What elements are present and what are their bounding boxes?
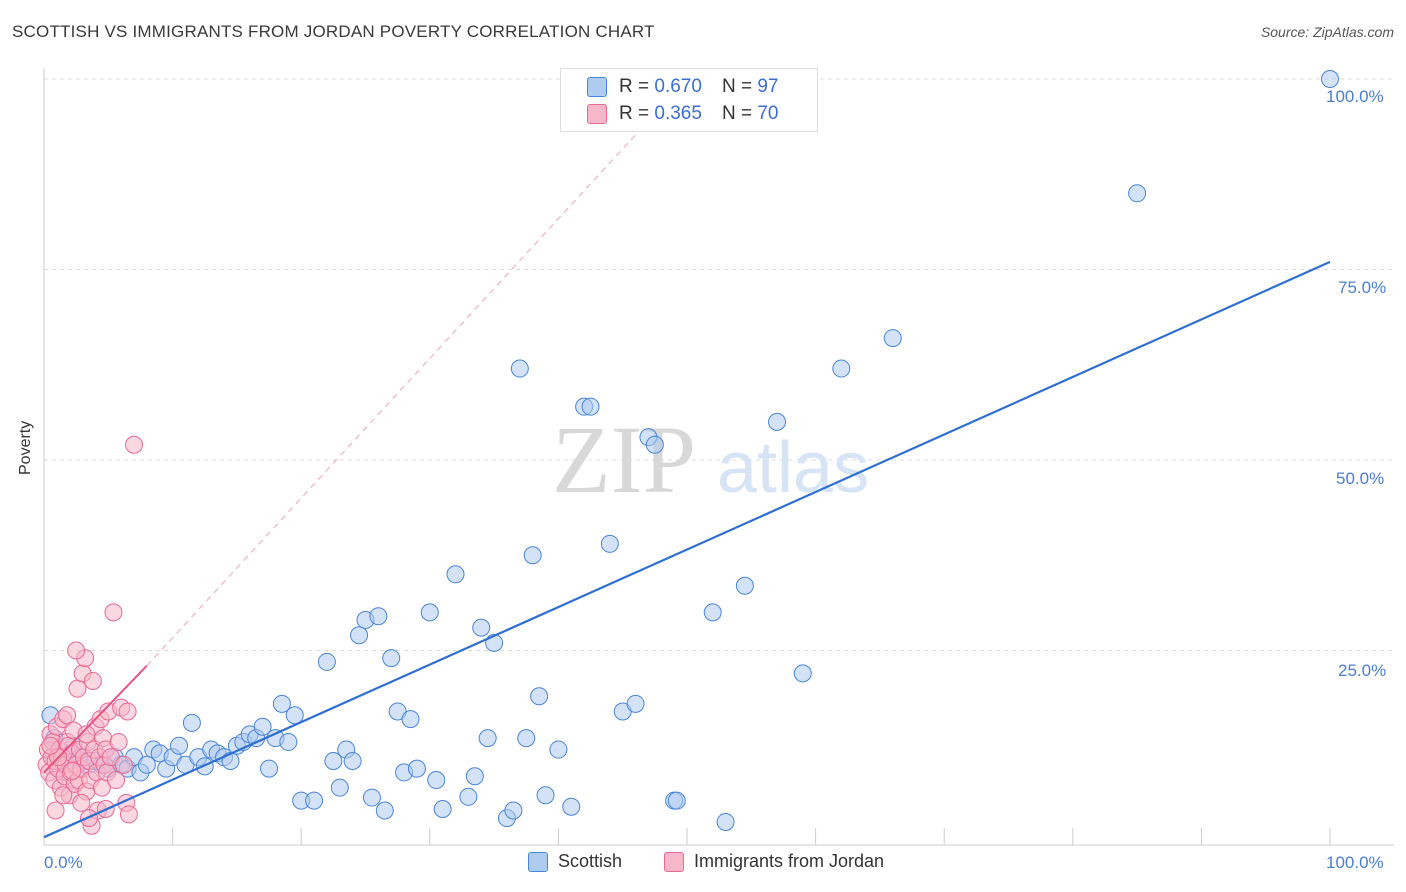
scottish-point [330, 778, 349, 797]
jordan-point [54, 786, 73, 805]
legend-row-jordan: R = 0.365 N = 70 [587, 103, 778, 125]
gridlines [44, 78, 1394, 651]
scottish-point [260, 759, 279, 778]
jordan-point [41, 736, 60, 755]
y-tick-label-75: 75.0% [1338, 278, 1387, 297]
scottish-point [324, 751, 343, 770]
bottom-legend-jordan: Immigrants from Jordan [664, 851, 884, 872]
jordan-trend-extension [146, 78, 688, 667]
scottish-legend-label: Scottish [558, 851, 623, 871]
scottish-point [221, 751, 240, 770]
scottish-point [703, 603, 722, 622]
scottish-point [530, 687, 549, 706]
jordan-point [118, 702, 137, 721]
jordan-points [37, 435, 144, 835]
source-credit: Source: ZipAtlas.com [1260, 24, 1394, 40]
trend-lines [43, 78, 1331, 839]
scottish-point [1321, 70, 1339, 88]
y-tick-label-25: 25.0% [1338, 661, 1387, 680]
scottish-point [793, 664, 812, 683]
scottish-point [285, 706, 304, 725]
scottish-point [510, 359, 529, 378]
scottish-point [446, 565, 465, 584]
y-tick-label-50: 50.0% [1336, 469, 1385, 488]
scottish-point [433, 799, 452, 818]
scottish-point [600, 534, 619, 553]
scottish-point [581, 397, 600, 416]
scottish-point [182, 713, 201, 732]
scottish-point [549, 740, 568, 759]
scottish-point [735, 576, 754, 595]
scottish-swatch [587, 77, 607, 97]
jordan-point [119, 805, 138, 824]
x-tick-label-min: 0.0% [44, 853, 83, 872]
jordan-point [83, 671, 102, 690]
scottish-trend-line [43, 260, 1331, 839]
jordan-point [109, 732, 128, 751]
jordan-point [125, 435, 144, 454]
scottish-point [427, 771, 446, 790]
scottish-point [170, 736, 189, 755]
scottish-point [369, 607, 388, 626]
x-tick-label-max: 100.0% [1326, 853, 1384, 872]
chart-title: SCOTTISH VS IMMIGRANTS FROM JORDAN POVER… [12, 22, 655, 41]
jordan-point [58, 706, 77, 725]
jordan-point [67, 641, 86, 660]
scottish-point [279, 732, 298, 751]
scottish-point [626, 694, 645, 713]
scottish-point [459, 787, 478, 806]
watermark-zip: ZIP [552, 406, 696, 513]
stats-legend: R = 0.670 N = 97 R = 0.365 N = 70 [560, 68, 818, 132]
scottish-point [382, 649, 401, 668]
jordan-point [104, 603, 123, 622]
jordan-point [114, 755, 133, 774]
jordan-swatch [587, 104, 607, 124]
scottish-point [478, 729, 497, 748]
scottish-point [350, 626, 369, 645]
jordan-point [72, 793, 91, 812]
scottish-legend-swatch [528, 851, 548, 872]
scottish-point [832, 359, 851, 378]
scottish-point [272, 694, 291, 713]
jordan-point [46, 801, 65, 820]
legend-row-scottish: R = 0.670 N = 97 [587, 76, 778, 98]
scottish-point [317, 652, 336, 671]
bottom-legend-scottish: Scottish [528, 851, 622, 872]
scottish-point [343, 751, 362, 770]
scottish-point [465, 767, 484, 786]
y-tick-label-100: 100.0% [1326, 87, 1384, 106]
jordan-legend-swatch [664, 851, 684, 872]
scottish-point [517, 729, 536, 748]
scottish-point [883, 329, 902, 348]
scottish-point [768, 412, 787, 431]
scottish-point [375, 801, 394, 820]
scottish-point [536, 786, 555, 805]
scottish-point [716, 812, 735, 831]
scottish-point [1128, 184, 1147, 203]
scottish-point [420, 603, 439, 622]
watermark: ZIP atlas [552, 406, 869, 513]
scottish-point [667, 791, 686, 810]
watermark-atlas: atlas [717, 428, 869, 508]
scottish-point [305, 791, 324, 810]
jordan-trend-line [43, 665, 148, 774]
scottish-point [472, 618, 491, 637]
scottish-point [562, 797, 581, 816]
scottish-point [253, 717, 272, 736]
scottish-point [137, 755, 156, 774]
jordan-point [77, 725, 96, 744]
jordan-legend-label: Immigrants from Jordan [694, 851, 885, 871]
scottish-point [407, 759, 426, 778]
jordan-point [68, 679, 87, 698]
jordan-point [107, 771, 126, 790]
scottish-point [401, 710, 420, 729]
jordan-point [63, 761, 82, 780]
scottish-point [523, 546, 542, 565]
scottish-point [362, 788, 381, 807]
scottish-point [645, 435, 664, 454]
scottish-point [504, 801, 523, 820]
